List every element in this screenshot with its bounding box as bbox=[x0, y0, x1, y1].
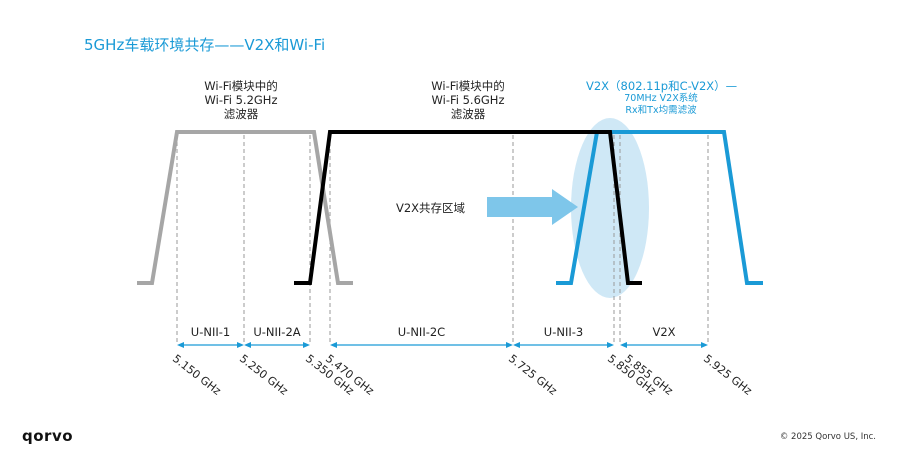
wifi-52-line-3: 滤波器 bbox=[223, 107, 259, 121]
qorvo-logo: qorvo bbox=[22, 427, 74, 445]
band-range-arrows bbox=[177, 342, 708, 348]
wifi-52-line-1: Wi-Fi模块中的 bbox=[204, 79, 278, 93]
band-label-unii-3: U-NII-3 bbox=[543, 325, 584, 339]
wifi-52-line-2: Wi-Fi 5.2GHz bbox=[204, 93, 278, 107]
wifi-56-line-3: 滤波器 bbox=[450, 107, 486, 121]
wifi-56-line-1: Wi-Fi模块中的 bbox=[431, 79, 505, 93]
v2x-sub-line-1: 70MHz V2X系统 bbox=[624, 93, 698, 104]
coexistence-label: V2X共存区域 bbox=[396, 201, 466, 215]
coexistence-arrow bbox=[487, 189, 578, 225]
wifi-56-line-2: Wi-Fi 5.6GHz bbox=[431, 93, 505, 107]
v2x-filter-curve bbox=[556, 130, 763, 285]
v2x-filter-sublabel: 70MHz V2X系统 Rx和Tx均需滤波 bbox=[586, 93, 736, 117]
wifi-56-filter-label: Wi-Fi模块中的 Wi-Fi 5.6GHz 滤波器 bbox=[413, 79, 523, 121]
v2x-filter-label: V2X（802.11p和C-V2X）— bbox=[586, 79, 738, 93]
page-title: 5GHz车载环境共存——V2X和Wi-Fi bbox=[84, 36, 326, 54]
band-label-unii-2a: U-NII-2A bbox=[253, 325, 301, 339]
copyright-notice: © 2025 Qorvo US, Inc. bbox=[779, 432, 876, 442]
v2x-sub-line-2: Rx和Tx均需滤波 bbox=[625, 105, 697, 116]
band-label-unii-2c: U-NII-2C bbox=[397, 325, 446, 339]
wifi-52-filter-label: Wi-Fi模块中的 Wi-Fi 5.2GHz 滤波器 bbox=[186, 79, 296, 121]
band-label-unii-1: U-NII-1 bbox=[190, 325, 231, 339]
wifi-52-filter-curve bbox=[137, 130, 353, 285]
wifi-56-filter-curve bbox=[294, 130, 642, 285]
band-label-v2x: V2X bbox=[652, 325, 676, 339]
